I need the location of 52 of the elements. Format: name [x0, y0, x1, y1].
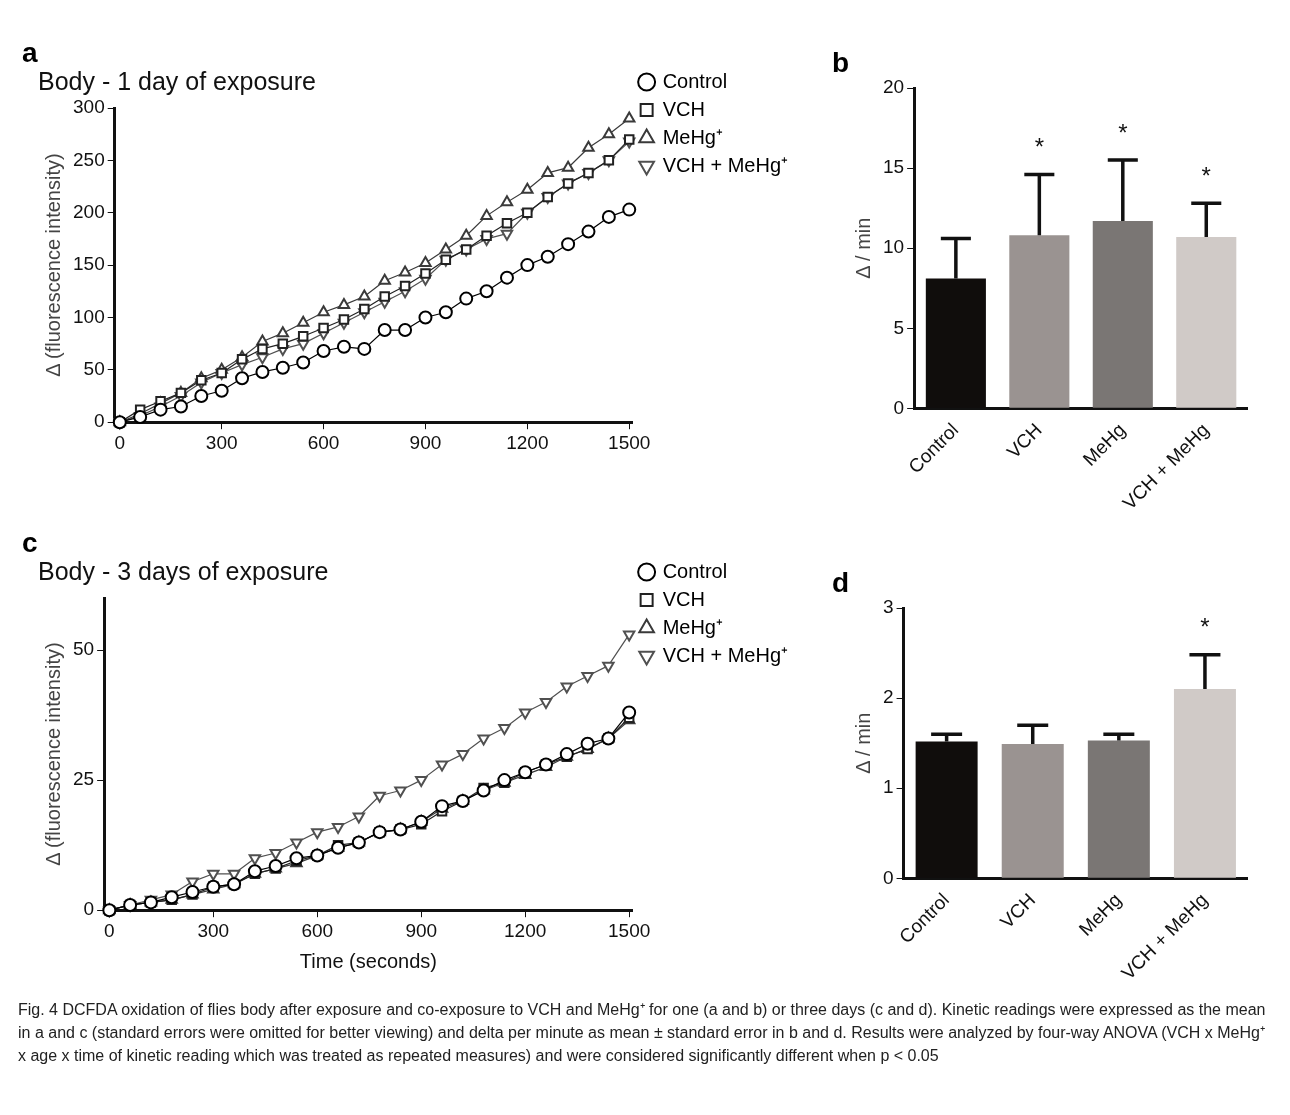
x-tick-label: 1200	[504, 919, 547, 941]
data-label: *	[1034, 133, 1045, 161]
y-axis-title: Δ / min	[851, 712, 874, 774]
y-tick-label: 1	[882, 776, 894, 798]
y-tick-label: 150	[73, 253, 105, 275]
y-tick-label: 3	[882, 596, 894, 618]
y-axis-title: Δ / min	[851, 217, 874, 279]
data-label: *	[1201, 161, 1211, 189]
legend-label: MeHg⁺	[662, 615, 723, 638]
legend-label: VCH	[662, 587, 705, 610]
x-tick-label: 300	[197, 919, 230, 941]
y-axis-title: Δ (fluorescence intensity)	[41, 153, 64, 377]
y-tick-label: 25	[72, 768, 95, 790]
chart-title: Body - 1 day of exposure	[38, 66, 316, 95]
y-tick-label: 50	[83, 358, 105, 380]
y-tick-label: 15	[882, 156, 905, 178]
y-tick-label: 300	[73, 96, 105, 118]
x-tick-label: 0	[114, 431, 126, 453]
y-tick-label: 250	[73, 148, 105, 170]
legend-label: MeHg⁺	[662, 125, 723, 148]
data-label: *	[1118, 118, 1128, 146]
y-tick-label: 50	[72, 638, 95, 660]
y-tick-label: 5	[893, 316, 905, 338]
text: c	[22, 526, 38, 558]
x-tick-label: 600	[307, 431, 340, 453]
y-tick-label: 200	[73, 200, 105, 222]
legend-label: VCH + MeHg⁺	[662, 153, 789, 176]
legend-label: Control	[662, 69, 728, 92]
legend-label: VCH	[662, 97, 705, 120]
legend-label: VCH + MeHg⁺	[662, 643, 789, 666]
x-tick-label: 900	[409, 431, 442, 453]
x-tick-label: 1500	[608, 919, 651, 941]
data-label: *	[1200, 613, 1210, 641]
text: d	[832, 566, 850, 598]
x-tick-label: 1200	[506, 431, 549, 453]
text: b	[832, 46, 850, 78]
text: a	[22, 36, 38, 68]
x-tick-label: 300	[205, 431, 238, 453]
x-tick-label: 600	[301, 919, 334, 941]
x-tick-label: 1500	[608, 431, 651, 453]
caption: Fig. 4 DCFDA oxidation of flies body after exposure and co-exposure to VCH and MeHg⁺ for one (a and b) or three days (c and d). Kinetic readings were expressed as the mean in a and c (standard errors were omitted for better viewing) and delta per minute as mean ± standard error in b and d. Results were analyzed by four-way ANOVA (VCH x MeHg⁺ x age x time of kinetic reading which was treated as repeated measures) and were considered significantly different when p < 0.05	[18, 1000, 1267, 1066]
y-axis-title: Δ (fluorescence intensity)	[41, 642, 64, 866]
y-tick-label: 2	[882, 686, 894, 708]
y-tick-label: 10	[882, 236, 905, 258]
y-tick-label: 0	[893, 396, 905, 418]
legend-label: Control	[662, 559, 728, 582]
x-axis-title: Time (seconds)	[299, 949, 437, 972]
x-tick-label: 900	[405, 919, 438, 941]
y-tick-label: 0	[882, 866, 894, 888]
chart-title: Body - 3 days of exposure	[38, 556, 329, 585]
y-tick-label: 20	[882, 76, 905, 98]
y-tick-label: 100	[73, 305, 105, 327]
